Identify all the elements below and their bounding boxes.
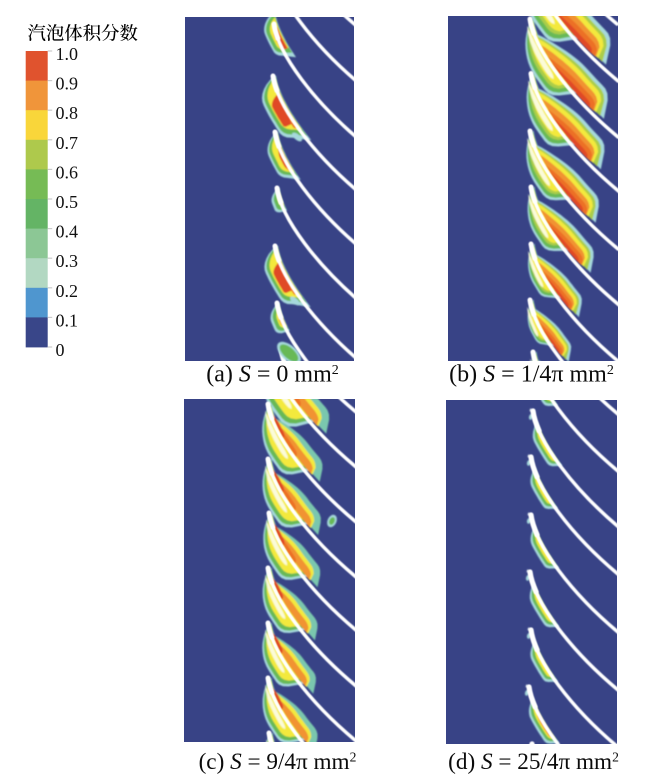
svg-text:0.3: 0.3 [56,251,79,271]
svg-text:1.0: 1.0 [56,44,79,64]
svg-text:0.2: 0.2 [56,281,79,301]
svg-text:0: 0 [56,340,65,360]
svg-text:0.7: 0.7 [56,133,79,153]
svg-text:(a) S = 0 mm2: (a) S = 0 mm2 [206,362,339,388]
svg-text:0.8: 0.8 [56,103,79,123]
svg-text:(c) S = 9/4π mm2: (c) S = 9/4π mm2 [199,749,357,775]
svg-text:(b) S = 1/4π mm2: (b) S = 1/4π mm2 [449,362,614,388]
svg-text:0.9: 0.9 [56,74,79,94]
svg-text:0.6: 0.6 [56,162,79,182]
svg-text:0.5: 0.5 [56,192,79,212]
svg-text:0.4: 0.4 [56,222,79,242]
svg-text:0.1: 0.1 [56,310,79,330]
svg-text:(d) S = 25/4π mm2: (d) S = 25/4π mm2 [448,749,619,775]
